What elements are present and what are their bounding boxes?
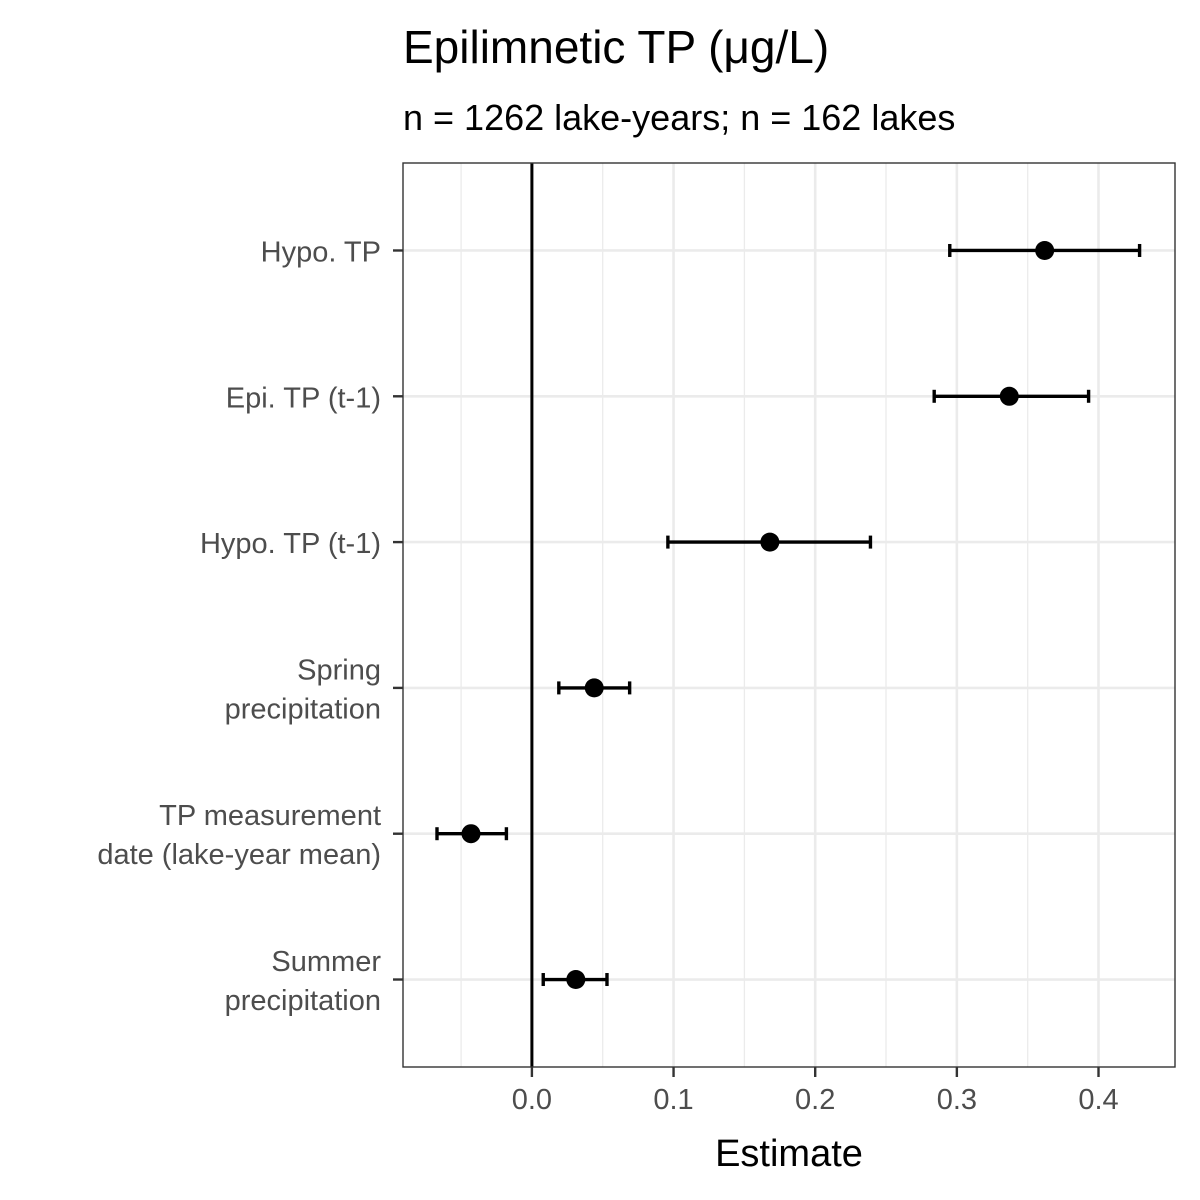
x-tick-label-1: 0.1 xyxy=(653,1084,693,1116)
x-tick-label-4: 0.4 xyxy=(1078,1084,1118,1116)
y-tick-label-4-0: TP measurement xyxy=(159,800,381,832)
x-axis-label: Estimate xyxy=(715,1133,863,1175)
estimate-3 xyxy=(557,678,632,698)
estimate-point xyxy=(1035,240,1055,260)
estimate-4 xyxy=(435,824,509,844)
y-tick-label-2-0: Hypo. TP (t-1) xyxy=(200,528,381,560)
estimate-point xyxy=(566,970,586,990)
x-tick-label-0: 0.0 xyxy=(512,1084,552,1116)
x-tick-label-3: 0.3 xyxy=(937,1084,977,1116)
estimate-point xyxy=(999,386,1019,406)
estimate-2 xyxy=(666,532,873,552)
estimate-1 xyxy=(932,386,1091,406)
plot-panel-border xyxy=(402,162,1176,1068)
estimate-point xyxy=(461,824,481,844)
y-tick-label-0-0: Hypo. TP xyxy=(261,236,381,268)
y-tick-label-3-0: Spring xyxy=(297,654,381,686)
chart-subtitle: n = 1262 lake-years; n = 162 lakes xyxy=(403,97,955,138)
estimate-point xyxy=(584,678,604,698)
y-tick-label-5-1: precipitation xyxy=(225,985,381,1017)
estimate-point xyxy=(760,532,780,552)
y-tick-label-1-0: Epi. TP (t-1) xyxy=(226,382,381,414)
x-axis: 0.0 0.1 0.2 0.3 0.4 xyxy=(512,1067,1119,1116)
y-tick-label-5-0: Summer xyxy=(271,946,381,978)
grid-lines xyxy=(403,163,1175,1067)
estimate-5 xyxy=(541,970,609,990)
y-axis: Hypo. TP Epi. TP (t-1) Hypo. TP (t-1) Sprin… xyxy=(97,236,403,1017)
estimate-0 xyxy=(948,240,1142,260)
estimate-marks xyxy=(435,240,1142,990)
y-tick-label-3-1: precipitation xyxy=(225,693,381,725)
y-tick-label-4-1: date (lake-year mean) xyxy=(97,839,381,871)
x-tick-label-2: 0.2 xyxy=(795,1084,835,1116)
chart-title: Epilimnetic TP (μg/L) xyxy=(403,21,829,73)
